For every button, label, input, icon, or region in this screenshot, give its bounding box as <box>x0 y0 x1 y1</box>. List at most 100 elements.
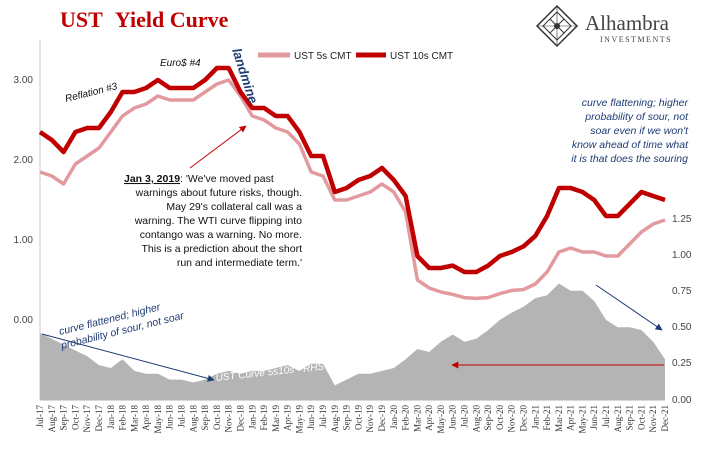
legend-label-ust10: UST 10s CMT <box>390 51 453 62</box>
x-tick-label: Jun-19 <box>306 405 316 430</box>
right-note-arrow <box>595 284 663 331</box>
left-tick-label: 3.00 <box>14 75 34 86</box>
x-tick-label: Jul-19 <box>318 405 328 428</box>
x-tick-label: Sep-19 <box>342 405 352 431</box>
curve-5s10s-area <box>40 283 665 400</box>
diamond-pattern-icon <box>535 4 579 48</box>
title-ust: UST <box>60 7 103 32</box>
annotation-reflation: Reflation #3 <box>64 81 119 105</box>
right-note-line: probability of sour, not <box>584 111 689 123</box>
x-tick-label: Mar-18 <box>129 405 139 432</box>
x-tick-label: Dec-18 <box>236 405 246 432</box>
x-tick-label: Nov-18 <box>224 405 234 433</box>
x-tick-label: Dec-17 <box>94 405 104 432</box>
x-tick-label: Mar-20 <box>412 405 422 432</box>
x-tick-label: Nov-21 <box>648 405 658 433</box>
x-tick-label: Jul-18 <box>177 405 187 428</box>
alhambra-logo: Alhambra INVESTMENTS <box>535 4 672 48</box>
callout-date: Jan 3, 2019 <box>124 173 180 185</box>
x-tick-label: Aug-19 <box>330 405 340 433</box>
right-tick-label: 0.25 <box>672 358 692 369</box>
title-rest: Yield Curve <box>115 7 229 32</box>
x-tick-label: Nov-20 <box>507 405 517 433</box>
right-tick-label: 0.50 <box>672 322 692 333</box>
x-tick-label: May-18 <box>153 405 163 434</box>
x-tick-label: Oct-18 <box>212 405 222 430</box>
callout-line: May 29's collateral call was a <box>166 201 302 213</box>
right-note-line: know ahead of time what <box>572 139 689 151</box>
x-tick-label: Mar-19 <box>271 405 281 432</box>
right-tick-label: 1.00 <box>672 250 692 261</box>
x-tick-label: Nov-17 <box>82 405 92 433</box>
x-tick-label: Feb-19 <box>259 405 269 431</box>
callout-line: warning. The WTI curve flipping into <box>134 215 302 227</box>
callout-arrow <box>189 125 247 169</box>
callout-line: Jan 3, 2019: 'We've moved past <box>124 173 274 185</box>
x-tick-label: Jun-18 <box>165 405 175 430</box>
right-note: curve flattening; higher probability of … <box>571 97 689 331</box>
x-tick-label: Dec-20 <box>519 405 529 432</box>
x-tick-label: Jan-18 <box>106 405 116 429</box>
x-tick-label: May-19 <box>294 405 304 434</box>
x-tick-label: Dec-19 <box>377 405 387 432</box>
x-tick-label: Feb-20 <box>401 405 411 431</box>
x-tick-label: Jul-17 <box>35 405 45 428</box>
x-tick-label: May-21 <box>578 405 588 434</box>
x-tick-label: Jan-20 <box>389 405 399 429</box>
right-tick-label: 1.25 <box>672 214 692 225</box>
callout-quote: Jan 3, 2019: 'We've moved past warnings … <box>124 125 302 269</box>
logo-name: Alhambra <box>585 11 670 35</box>
x-tick-label: Sep-17 <box>59 405 69 431</box>
ust5-line <box>39 78 666 301</box>
right-tick-label: 0.00 <box>672 395 692 406</box>
callout-line: run and intermediate term.' <box>177 257 302 269</box>
logo-sub: INVESTMENTS <box>600 35 672 44</box>
x-tick-label: Sep-18 <box>200 405 210 431</box>
x-tick-label: Jun-20 <box>448 405 458 430</box>
right-note-line: soar even if we won't <box>590 125 689 137</box>
x-tick-label: Dec-21 <box>660 405 670 432</box>
ust10-line <box>38 65 666 275</box>
x-tick-label: Feb-21 <box>542 405 552 431</box>
legend: UST 5s CMT UST 10s CMT <box>258 51 453 62</box>
left-axis: 3.00 2.00 1.00 0.00 <box>14 75 34 326</box>
callout-line: This is a prediction about the short <box>141 243 302 255</box>
x-tick-label: Apr-20 <box>424 405 434 431</box>
chart-title: UST Yield Curve <box>60 7 229 32</box>
x-tick-label: Sep-20 <box>483 405 493 431</box>
right-note-line: curve flattening; higher <box>582 97 689 109</box>
x-tick-label: Aug-21 <box>613 405 623 433</box>
callout-line-text: : 'We've moved past <box>180 173 274 185</box>
x-tick-label: Nov-19 <box>365 405 375 433</box>
left-tick-label: 0.00 <box>14 315 34 326</box>
x-tick-label: Apr-18 <box>141 405 151 431</box>
x-tick-label: Feb-18 <box>118 405 128 431</box>
x-tick-label: Apr-21 <box>566 405 576 431</box>
x-tick-label: Apr-19 <box>283 405 293 431</box>
right-tick-label: 0.75 <box>672 286 692 297</box>
left-tick-label: 1.00 <box>14 235 34 246</box>
callout-line: contango was a warning. No more. <box>140 229 302 241</box>
x-tick-label: Oct-20 <box>495 405 505 430</box>
x-tick-label: Aug-17 <box>47 405 57 433</box>
x-tick-label: Jul-21 <box>601 405 611 428</box>
left-note-arrow <box>41 333 215 382</box>
x-tick-label: Oct-19 <box>353 405 363 430</box>
legend-label-ust5: UST 5s CMT <box>294 51 352 62</box>
yield-lines-layer <box>38 65 666 301</box>
x-tick-label: Mar-21 <box>554 405 564 432</box>
curve-area-layer <box>40 283 665 400</box>
x-tick-label: May-20 <box>436 405 446 434</box>
right-note-line: it is that does the souring <box>571 153 688 165</box>
x-tick-label: Aug-20 <box>471 405 481 433</box>
x-tick-label: Aug-18 <box>188 405 198 433</box>
x-tick-label: Jan-21 <box>530 405 540 429</box>
x-tick-label: Oct-17 <box>70 405 80 430</box>
x-tick-label: Oct-21 <box>636 405 646 430</box>
x-tick-label: Jul-20 <box>460 405 470 428</box>
x-tick-label: Sep-21 <box>625 405 635 431</box>
x-tick-label: Jun-21 <box>589 405 599 430</box>
callout-line: warnings about future risks, though. <box>135 187 302 199</box>
x-axis: Jul-17 Aug-17 Sep-17 Oct-17 Nov-17 Dec-17 Jan-… <box>35 405 670 434</box>
